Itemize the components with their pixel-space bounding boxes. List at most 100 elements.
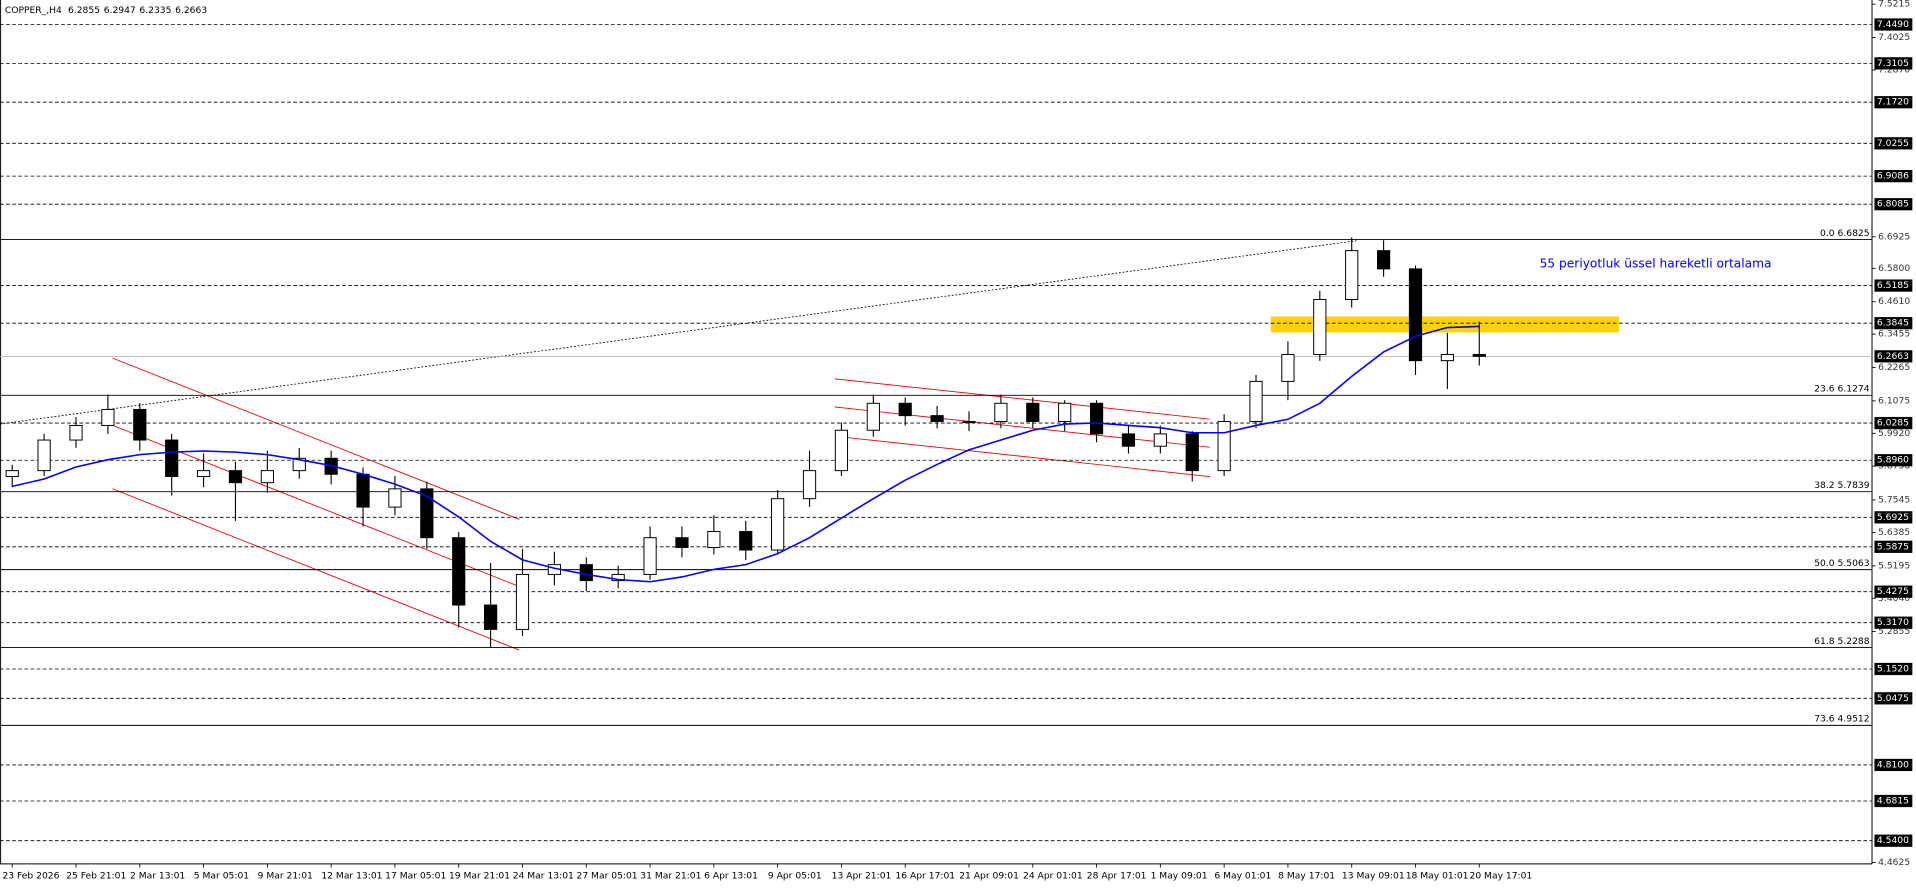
level-label-box	[1874, 279, 1913, 292]
ohlc-low: 6.2335	[139, 4, 171, 15]
candle-body	[1281, 353, 1295, 382]
fib-label: 61.8 5.2288	[1814, 636, 1870, 647]
candle-body	[579, 564, 593, 582]
level-label-box	[1874, 511, 1913, 524]
level-label: 7.3105	[1877, 58, 1909, 69]
level-label-box	[1874, 137, 1913, 150]
level-label: 5.6925	[1877, 512, 1909, 523]
x-tick-label: 31 Mar 21:01	[640, 871, 701, 882]
y-tick-label: 6.3455	[1878, 329, 1910, 340]
plot-area	[0, 240, 1620, 651]
candle-body	[196, 470, 211, 478]
candle-body	[101, 408, 115, 426]
annotation: 55 periyotluk üssel hareketli ortalama	[1540, 256, 1772, 270]
candle-body	[739, 531, 753, 551]
y-tick-label: 6.4610	[1878, 296, 1910, 307]
fib-label: 23.6 6.1274	[1814, 384, 1870, 395]
y-tick-label: 6.6925	[1878, 231, 1910, 242]
level-label: 5.0475	[1877, 693, 1909, 704]
candle-body	[484, 604, 498, 630]
y-tick-label: 5.6385	[1878, 527, 1910, 538]
x-tick-label: 8 May 17:01	[1278, 871, 1335, 882]
candle-body	[228, 470, 243, 484]
y-tick-label: 4.4625	[1878, 857, 1910, 868]
symbol: COPPER_,H4	[5, 4, 62, 15]
x-tick-label: 13 Apr 21:01	[832, 871, 892, 882]
level-label-box	[1874, 540, 1913, 553]
level-label-box	[1874, 317, 1913, 330]
candle-body	[643, 537, 657, 575]
candle-body	[707, 531, 721, 548]
header: COPPER_,H4 6.2855 6.2947 6.2335 6.2663	[5, 4, 207, 15]
candle-body	[611, 573, 625, 582]
x-tick-label: 2 Mar 13:01	[130, 871, 185, 882]
level-label-box	[1874, 198, 1913, 211]
level-label: 6.0285	[1877, 418, 1909, 429]
candle-body	[165, 439, 179, 478]
y-tick-label: 7.5215	[1878, 0, 1910, 10]
x-tick-label: 18 May 01:01	[1406, 871, 1469, 882]
level-label: 4.5400	[1877, 835, 1909, 846]
fib-label: 50.0 5.5063	[1814, 558, 1870, 569]
fib-label: 73.6 4.9512	[1814, 714, 1869, 725]
fib-label: 0.0 6.6825	[1820, 228, 1870, 239]
candle-body	[1249, 380, 1263, 423]
x-tick-label: 6 May 01:01	[1214, 871, 1271, 882]
level-label: 6.9086	[1877, 171, 1909, 182]
level-label-box	[1874, 585, 1913, 598]
x-tick-label: 27 Mar 05:01	[577, 871, 638, 882]
x-tick-label: 1 May 09:01	[1151, 871, 1208, 882]
x-tick-label: 5 Mar 05:01	[194, 871, 249, 882]
y-tick-label: 6.5800	[1878, 263, 1910, 274]
candle-body	[675, 537, 689, 548]
level-label-box	[1874, 662, 1913, 676]
trend-line	[0, 240, 1357, 425]
fib-label: 38.2 5.7839	[1814, 480, 1870, 491]
candle-body	[994, 402, 1008, 423]
level-label: 5.4275	[1877, 586, 1909, 597]
x-tick-label: 21 Apr 09:01	[959, 871, 1019, 882]
level-label: 5.8960	[1877, 455, 1909, 466]
candle-body	[1153, 433, 1167, 447]
resistance-zone	[1270, 316, 1620, 333]
x-tick-label: 17 Mar 05:01	[385, 871, 446, 882]
y-tick-label: 6.1075	[1878, 395, 1910, 406]
candle-body	[930, 415, 944, 423]
level-label-box	[1874, 416, 1913, 430]
level-label: 7.1720	[1877, 97, 1909, 108]
y-tick-label: 7.2870	[1878, 64, 1910, 75]
level-label-box	[1874, 96, 1913, 109]
y-tick-label: 6.2265	[1878, 362, 1910, 373]
channel-line	[834, 378, 1210, 420]
x-tick-label: 6 Apr 13:01	[704, 871, 758, 882]
candle-body	[1089, 402, 1104, 435]
x-tick-label: 24 Apr 01:01	[1023, 871, 1083, 882]
x-tick-label: 19 Mar 21:01	[449, 871, 510, 882]
y-tick-label: 5.9920	[1878, 428, 1910, 439]
candle-body	[356, 473, 370, 508]
candle-body	[133, 408, 147, 441]
level-label: 7.0255	[1877, 138, 1909, 149]
level-label-box	[1874, 170, 1913, 183]
level-label-box	[1874, 454, 1913, 467]
level-label: 6.5185	[1877, 280, 1909, 291]
candle-body	[292, 457, 306, 472]
x-tick-label: 23 Feb 2026	[2, 871, 59, 882]
level-label-box	[1874, 794, 1913, 808]
level-label-box	[1874, 18, 1913, 31]
channel-line	[112, 357, 520, 520]
x-tick-label: 28 Apr 17:01	[1087, 871, 1147, 882]
candle-body	[866, 402, 880, 431]
candle-body	[962, 421, 976, 423]
x-tick-label: 9 Mar 21:01	[258, 871, 313, 882]
ohlc-open: 6.2855	[68, 4, 100, 15]
level-label-box	[1874, 834, 1913, 847]
y-tick-label: 5.2855	[1878, 626, 1910, 637]
candle-body	[452, 537, 466, 606]
level-label: 6.3845	[1877, 318, 1909, 329]
level-label-box	[1874, 616, 1913, 629]
ohlc-high: 6.2947	[104, 4, 136, 15]
x-tick-label: 16 Apr 17:01	[895, 871, 955, 882]
candle-body	[834, 429, 849, 472]
